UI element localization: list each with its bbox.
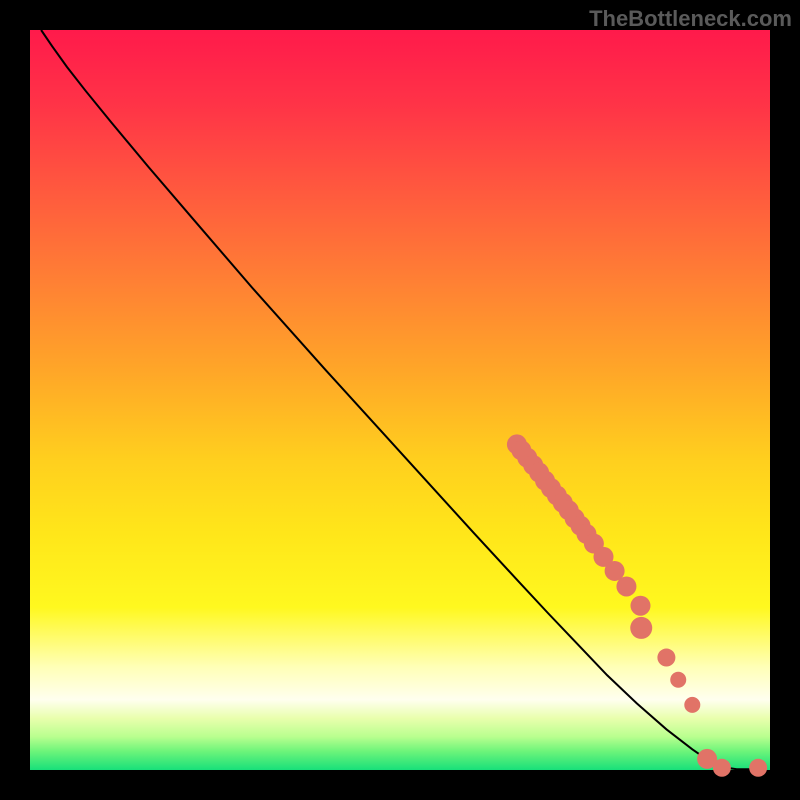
watermark-text: TheBottleneck.com [589, 6, 792, 32]
chart-root: TheBottleneck.com [0, 0, 800, 800]
plot-area [30, 30, 770, 770]
chart-svg [30, 30, 770, 770]
data-marker [713, 759, 731, 777]
data-marker [657, 649, 675, 667]
data-marker [684, 697, 700, 713]
data-marker [749, 759, 767, 777]
data-marker [670, 672, 686, 688]
data-marker [630, 617, 652, 639]
data-marker [616, 576, 636, 596]
data-marker [630, 596, 650, 616]
